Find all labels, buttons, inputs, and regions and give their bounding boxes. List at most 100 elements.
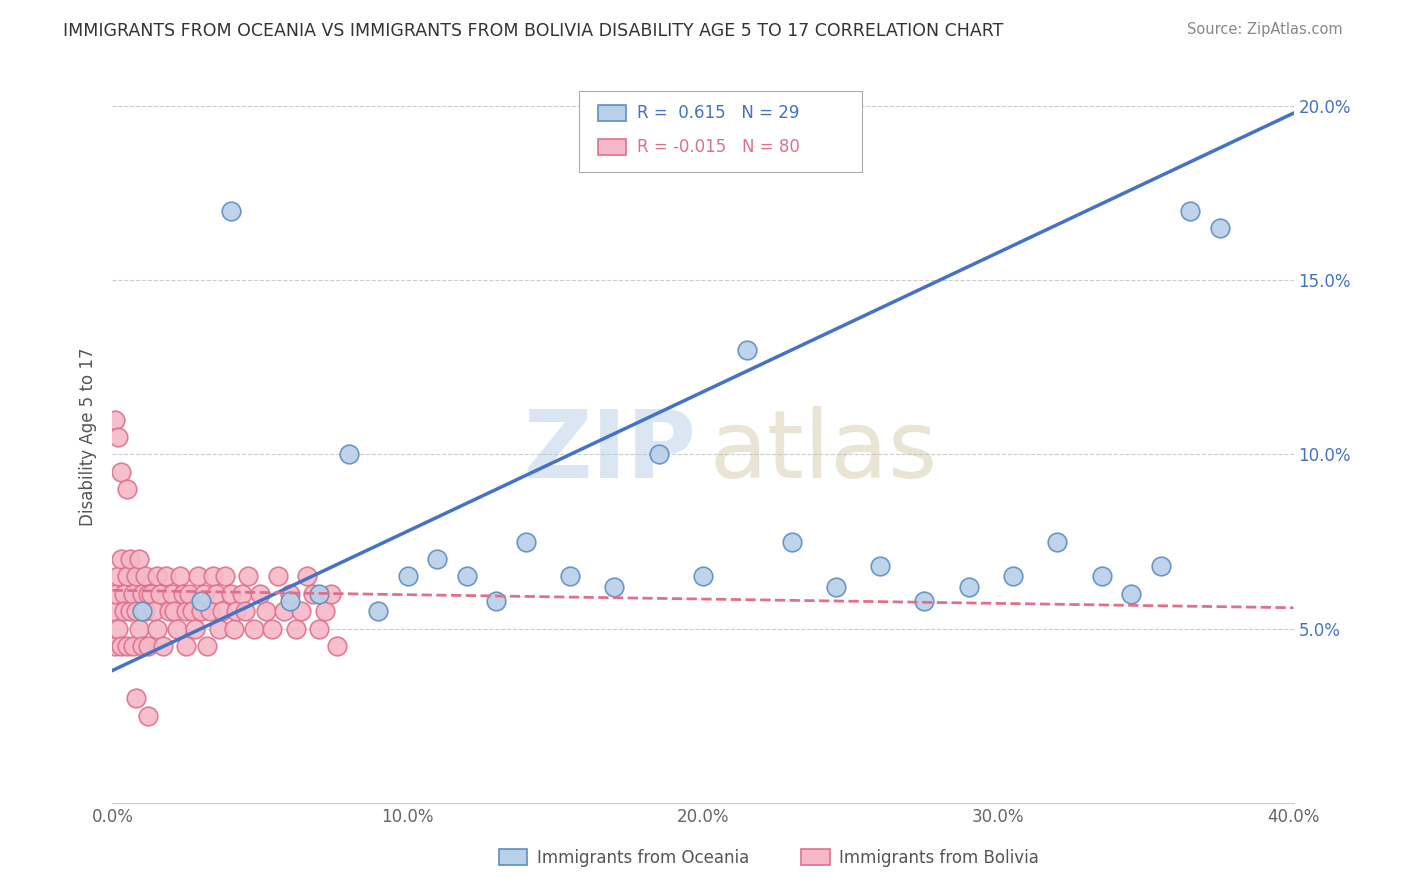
Point: [142, 604, 165, 618]
Text: IMMIGRANTS FROM OCEANIA VS IMMIGRANTS FROM BOLIVIA DISABILITY AGE 5 TO 17 CORREL: IMMIGRANTS FROM OCEANIA VS IMMIGRANTS FR…: [63, 22, 1004, 40]
Point: [107, 569, 129, 583]
Point: [284, 622, 307, 636]
Point: [163, 604, 186, 618]
Point: [122, 639, 145, 653]
Text: Immigrants from Oceania: Immigrants from Oceania: [537, 849, 749, 867]
Point: [1208, 221, 1232, 235]
Point: [101, 604, 124, 618]
Point: [110, 639, 132, 653]
Point: [603, 580, 626, 594]
Point: [139, 587, 162, 601]
Point: [485, 594, 508, 608]
Point: [184, 622, 207, 636]
Point: [456, 569, 478, 583]
Point: [647, 448, 671, 462]
Point: [249, 587, 271, 601]
Point: [198, 604, 221, 618]
Point: [780, 534, 803, 549]
Point: [131, 639, 153, 653]
Point: [112, 604, 135, 618]
Point: [1119, 587, 1142, 601]
Y-axis label: Disability Age 5 to 17: Disability Age 5 to 17: [79, 348, 97, 526]
Point: [107, 430, 129, 444]
Point: [157, 604, 180, 618]
Point: [174, 639, 197, 653]
Point: [337, 448, 360, 462]
Point: [134, 604, 156, 618]
Point: [515, 534, 537, 549]
Point: [201, 569, 224, 583]
Point: [193, 587, 215, 601]
Point: [957, 580, 980, 594]
Point: [195, 639, 218, 653]
Point: [326, 639, 349, 653]
Point: [136, 587, 159, 601]
Point: [243, 622, 266, 636]
Point: [824, 580, 846, 594]
Point: [190, 604, 212, 618]
Point: [278, 594, 301, 608]
Text: R =  0.615   N = 29: R = 0.615 N = 29: [637, 104, 799, 122]
Point: [367, 604, 389, 618]
Point: [128, 622, 150, 636]
Point: [136, 708, 159, 723]
Text: Source: ZipAtlas.com: Source: ZipAtlas.com: [1187, 22, 1343, 37]
Text: atlas: atlas: [709, 406, 938, 498]
Point: [110, 465, 132, 479]
Point: [1046, 534, 1069, 549]
Point: [233, 604, 256, 618]
Point: [131, 604, 153, 618]
Point: [1001, 569, 1024, 583]
Point: [112, 587, 135, 601]
Point: [174, 604, 197, 618]
Point: [146, 569, 169, 583]
Point: [869, 558, 891, 573]
Point: [122, 587, 145, 601]
Point: [219, 587, 242, 601]
Point: [319, 587, 342, 601]
Point: [278, 587, 301, 601]
Point: [314, 604, 336, 618]
Point: [128, 552, 150, 566]
Point: [107, 622, 129, 636]
Point: [104, 587, 127, 601]
Point: [1150, 558, 1173, 573]
Point: [426, 552, 449, 566]
Text: R = -0.015   N = 80: R = -0.015 N = 80: [637, 138, 800, 156]
Point: [117, 639, 138, 653]
Point: [225, 604, 247, 618]
Point: [1178, 203, 1201, 218]
Point: [104, 412, 127, 426]
Point: [190, 594, 212, 608]
Point: [222, 622, 245, 636]
Point: [131, 587, 153, 601]
Point: [297, 569, 319, 583]
Point: [308, 587, 330, 601]
Point: [290, 604, 312, 618]
Point: [179, 587, 201, 601]
Point: [187, 569, 209, 583]
Point: [166, 622, 188, 636]
Point: [169, 569, 191, 583]
Point: [136, 639, 159, 653]
Point: [219, 203, 242, 218]
Point: [146, 622, 169, 636]
Point: [208, 622, 231, 636]
Point: [238, 569, 260, 583]
Point: [172, 587, 194, 601]
Text: ZIP: ZIP: [524, 406, 697, 498]
Point: [155, 569, 177, 583]
Point: [914, 594, 936, 608]
Point: [231, 587, 253, 601]
Point: [302, 587, 325, 601]
Point: [1091, 569, 1114, 583]
Point: [117, 569, 138, 583]
Point: [117, 483, 138, 497]
Point: [120, 604, 142, 618]
Point: [396, 569, 419, 583]
Point: [120, 552, 142, 566]
Point: [211, 604, 233, 618]
Point: [558, 569, 582, 583]
Point: [152, 639, 174, 653]
Point: [260, 622, 283, 636]
